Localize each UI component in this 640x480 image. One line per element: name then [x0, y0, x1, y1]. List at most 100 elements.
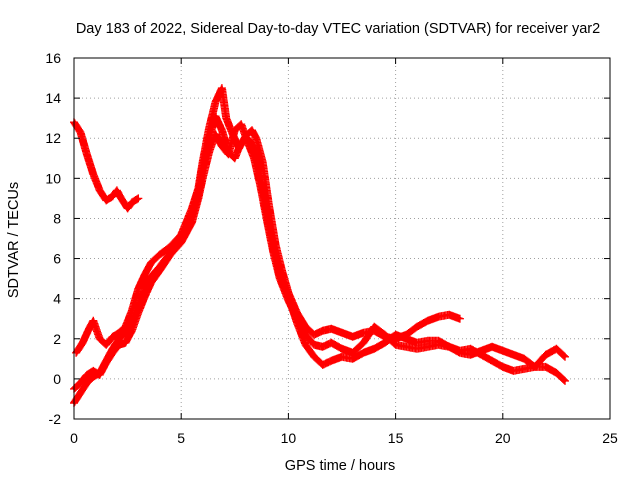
data-point — [405, 337, 408, 340]
data-point — [98, 189, 101, 192]
data-point — [563, 355, 567, 358]
data-point — [252, 147, 256, 150]
data-point — [340, 347, 344, 350]
data-point — [158, 253, 161, 256]
data-point — [362, 341, 365, 344]
grid — [74, 58, 610, 419]
data-point — [169, 251, 172, 254]
data-point — [330, 341, 333, 344]
x-tick-label: 25 — [602, 430, 618, 446]
data-point — [383, 341, 387, 344]
data-point — [111, 335, 114, 338]
data-point — [533, 365, 537, 369]
axes: 0 5 10 15 20 25 -2 0 2 4 6 8 10 12 14 16 — [45, 50, 618, 446]
data-point — [143, 287, 146, 290]
data-point — [555, 347, 558, 350]
data-point — [437, 315, 440, 318]
data-point — [117, 337, 121, 340]
data-point — [81, 341, 84, 344]
data-point — [79, 381, 82, 385]
data-point — [469, 347, 472, 350]
data-point — [426, 339, 429, 342]
data-point — [137, 287, 140, 290]
data-point — [321, 363, 324, 367]
data-point — [362, 351, 365, 354]
data-point — [143, 273, 146, 276]
x-tick-label: 0 — [70, 430, 78, 446]
data-point — [227, 151, 230, 154]
data-point — [523, 367, 526, 371]
data-point — [330, 359, 333, 362]
series-trace-a — [70, 118, 143, 213]
data-point — [214, 133, 217, 136]
data-point — [105, 199, 108, 202]
data-point — [426, 345, 429, 348]
data-point — [415, 347, 419, 350]
data-point — [124, 331, 127, 334]
data-point — [79, 391, 82, 395]
data-point — [405, 345, 408, 348]
data-point — [458, 351, 462, 354]
data-point — [373, 325, 376, 328]
x-tick-label: 10 — [281, 430, 297, 446]
data-point — [362, 331, 365, 334]
x-axis-label: GPS time / hours — [285, 458, 395, 474]
data-point — [105, 343, 108, 346]
data-point — [92, 319, 95, 322]
data-point — [120, 197, 123, 200]
data-point — [490, 345, 494, 348]
y-tick-label: 14 — [45, 90, 61, 106]
data-point — [544, 353, 547, 356]
data-point — [415, 325, 419, 328]
y-tick-label: 10 — [45, 170, 61, 186]
data-point — [207, 137, 211, 140]
data-point — [197, 193, 200, 196]
data-point — [458, 317, 462, 320]
data-point — [490, 359, 494, 362]
data-point — [233, 157, 236, 160]
data-point — [340, 355, 344, 358]
data-point — [240, 123, 243, 126]
data-point — [85, 373, 89, 377]
data-point — [214, 100, 217, 104]
data-point — [523, 357, 526, 360]
y-tick-label: 4 — [53, 291, 61, 307]
chart-title: Day 183 of 2022, Sidereal Day-to-day VTE… — [76, 21, 600, 37]
data-point — [79, 131, 82, 134]
data-point — [480, 349, 483, 352]
data-point — [180, 237, 183, 240]
data-point — [321, 329, 324, 332]
data-point — [137, 303, 140, 306]
data-point — [126, 207, 129, 210]
data-point — [130, 321, 134, 324]
data-point — [321, 345, 324, 348]
data-point — [312, 333, 316, 336]
plot-area — [70, 84, 569, 407]
data-point — [265, 213, 269, 216]
data-point — [272, 245, 275, 248]
y-tick-label: 0 — [53, 371, 61, 387]
data-point — [512, 353, 515, 356]
data-point — [448, 313, 451, 316]
data-point — [563, 379, 567, 383]
data-point — [130, 329, 134, 332]
y-tick-label: 6 — [53, 251, 61, 267]
data-point — [448, 345, 451, 348]
data-point — [394, 333, 397, 336]
data-point — [130, 201, 134, 204]
data-point — [287, 295, 290, 298]
data-point — [105, 359, 108, 362]
data-point — [304, 343, 307, 346]
data-point — [426, 319, 429, 322]
data-point — [214, 115, 217, 118]
data-point — [340, 331, 344, 334]
data-point — [394, 343, 397, 346]
y-axis-label: SDTVAR / TECUs — [6, 182, 22, 298]
x-tick-label: 5 — [177, 430, 185, 446]
data-point — [92, 173, 95, 176]
series-markers — [70, 120, 569, 393]
data-point — [255, 137, 258, 140]
data-point — [92, 375, 95, 379]
series-trace-c — [70, 120, 569, 393]
